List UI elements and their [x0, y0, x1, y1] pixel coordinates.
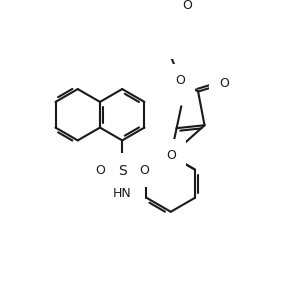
- Text: O: O: [182, 0, 192, 12]
- Text: HN: HN: [113, 187, 132, 200]
- Text: O: O: [175, 74, 185, 87]
- Text: S: S: [118, 164, 127, 178]
- Text: O: O: [166, 149, 176, 162]
- Text: O: O: [140, 164, 150, 177]
- Text: O: O: [95, 164, 105, 177]
- Text: O: O: [219, 77, 229, 90]
